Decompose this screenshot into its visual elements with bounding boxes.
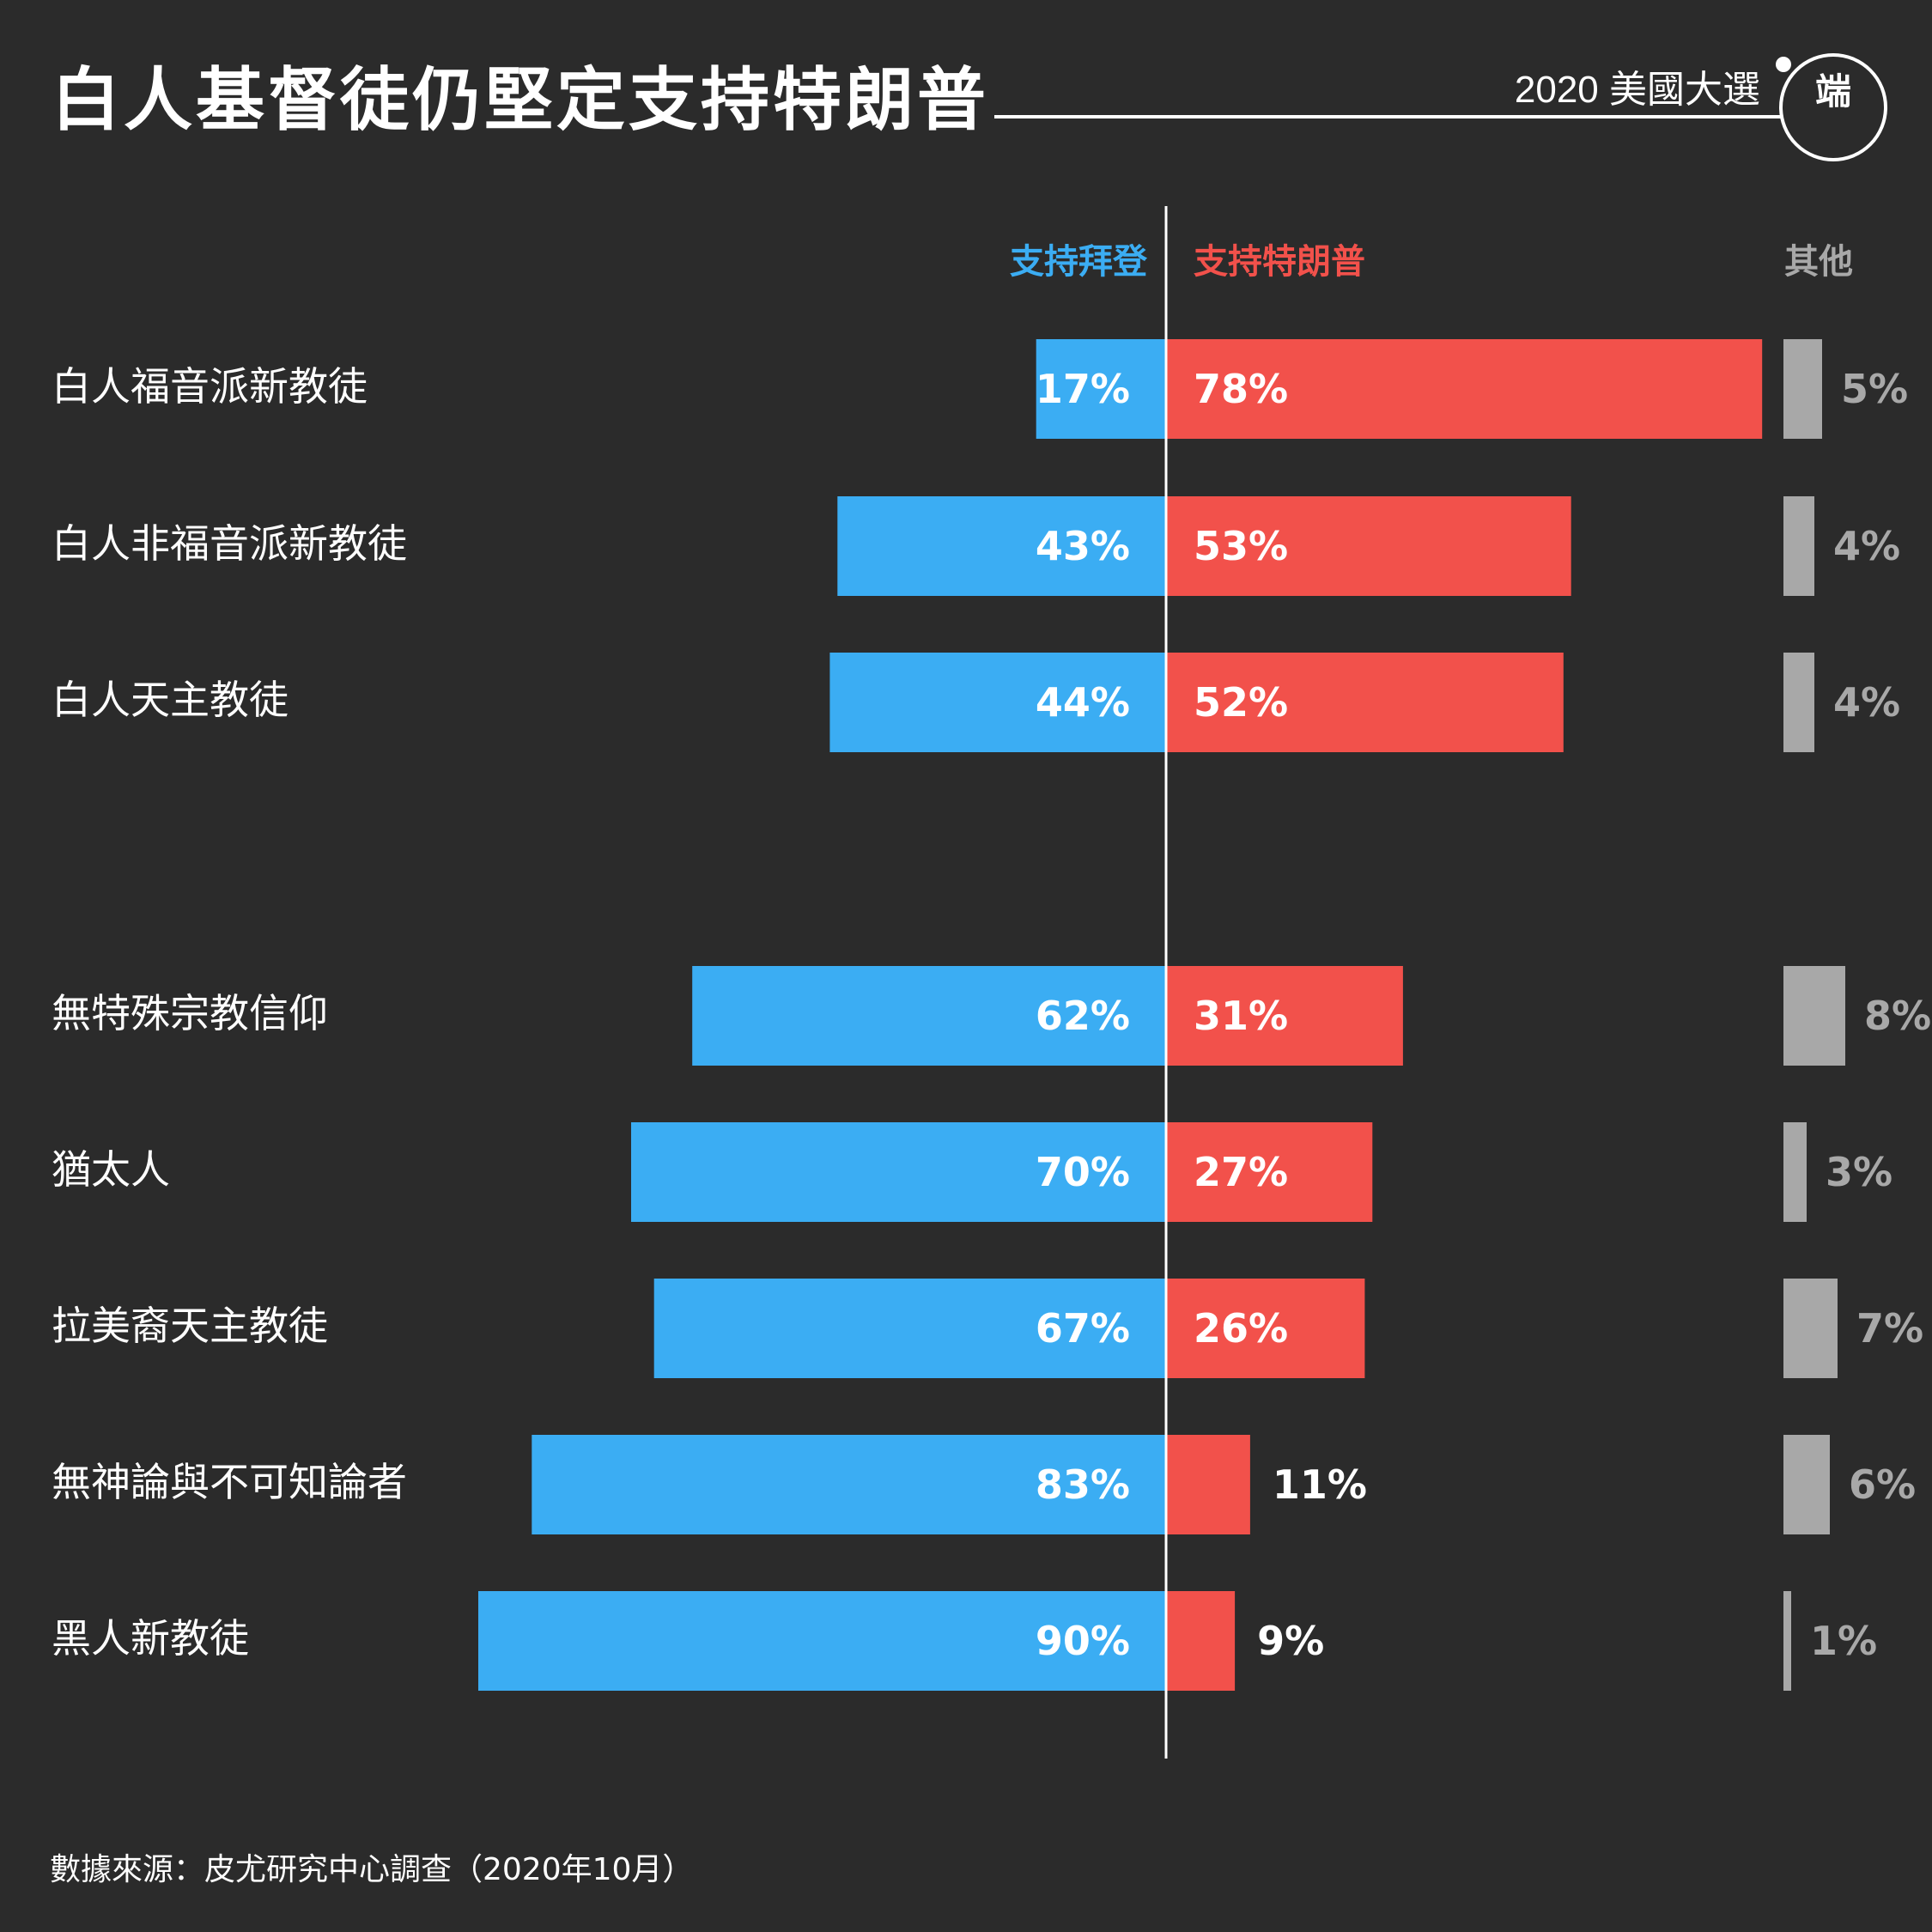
bar-other [1783, 339, 1822, 439]
data-label-trump: 26% [1194, 1305, 1288, 1352]
data-label-trump: 11% [1273, 1461, 1367, 1508]
series-tag: 2020 美國大選 [1514, 69, 1760, 111]
data-label-other: 3% [1826, 1149, 1893, 1195]
data-label-biden: 17% [1036, 366, 1130, 412]
data-label-trump: 53% [1194, 523, 1288, 569]
bar-trump [1166, 1122, 1373, 1222]
brand-logo: 端 [1779, 53, 1887, 161]
data-label-trump: 52% [1194, 679, 1288, 726]
bar-biden [532, 1435, 1166, 1534]
data-label-trump: 9% [1257, 1618, 1324, 1664]
category-label: 無神論與不可知論者 [52, 1459, 407, 1505]
bar-biden [837, 496, 1166, 596]
data-label-other: 7% [1856, 1305, 1923, 1352]
data-label-other: 5% [1841, 366, 1908, 412]
bar-biden [1036, 339, 1166, 439]
bar-biden [653, 1279, 1166, 1378]
bar-biden [478, 1591, 1166, 1691]
bar-trump [1166, 1279, 1365, 1378]
category-label: 拉美裔天主教徒 [52, 1303, 328, 1349]
data-label-trump: 78% [1194, 366, 1288, 412]
data-label-biden: 44% [1036, 679, 1130, 726]
data-label-other: 8% [1864, 993, 1931, 1039]
legend-trump: 支持特朗普 [1194, 242, 1365, 282]
bar-other [1783, 496, 1814, 596]
bar-other [1783, 966, 1845, 1066]
legend-biden: 支持拜登 [1010, 242, 1148, 282]
bar-trump [1166, 1435, 1250, 1534]
bar-other [1783, 1435, 1830, 1534]
source-note: 數據來源：皮尤研究中心調查（2020年10月） [50, 1852, 694, 1887]
data-label-trump: 27% [1194, 1149, 1288, 1195]
category-label: 黑人新教徒 [52, 1615, 249, 1662]
bar-biden [829, 653, 1166, 752]
bar-trump [1166, 339, 1763, 439]
logo-dot [1776, 57, 1791, 72]
legend-other: 其他 [1784, 242, 1853, 282]
bar-trump [1166, 496, 1571, 596]
chart-title: 白人基督徒仍堅定支持特朗普 [52, 60, 989, 140]
bar-other [1783, 1591, 1791, 1691]
category-label: 無特殊宗教信仰 [52, 990, 328, 1036]
category-label: 猶太人 [52, 1146, 170, 1193]
data-label-biden: 67% [1036, 1305, 1130, 1352]
bar-trump [1166, 966, 1403, 1066]
data-label-other: 4% [1833, 679, 1900, 726]
title-underline [994, 115, 1782, 118]
bar-other [1783, 653, 1814, 752]
logo-glyph: 端 [1814, 70, 1851, 112]
bar-other [1783, 1122, 1807, 1222]
bar-trump [1166, 1591, 1236, 1691]
bar-biden [692, 966, 1166, 1066]
data-label-other: 6% [1849, 1461, 1916, 1508]
data-label-biden: 62% [1036, 993, 1130, 1039]
data-label-trump: 31% [1194, 993, 1288, 1039]
data-label-biden: 70% [1036, 1149, 1130, 1195]
data-label-biden: 83% [1036, 1461, 1130, 1508]
bar-other [1783, 1279, 1838, 1378]
category-label: 白人天主教徒 [52, 677, 289, 723]
data-label-other: 4% [1833, 523, 1900, 569]
bar-biden [631, 1122, 1166, 1222]
data-label-biden: 43% [1036, 523, 1130, 569]
bar-trump [1166, 653, 1564, 752]
category-label: 白人福音派新教徒 [52, 363, 368, 410]
data-label-biden: 90% [1036, 1618, 1130, 1664]
category-label: 白人非福音派新教徒 [52, 520, 407, 567]
data-label-other: 1% [1810, 1618, 1877, 1664]
